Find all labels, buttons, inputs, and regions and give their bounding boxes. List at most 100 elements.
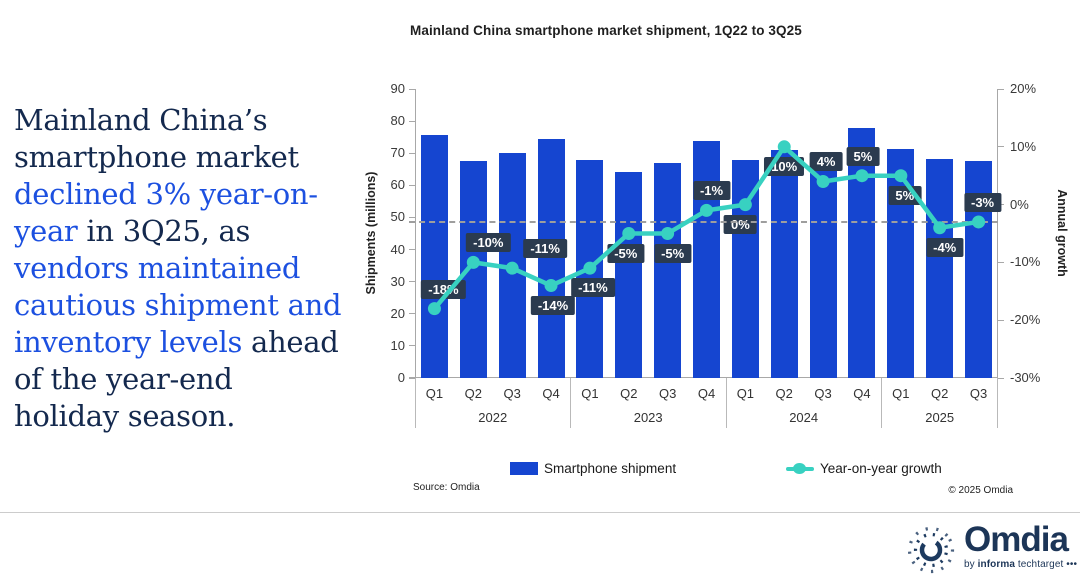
growth-point [505, 261, 519, 275]
shipment-bar [615, 171, 643, 378]
year-separator [997, 378, 998, 428]
shipment-bar [926, 158, 954, 378]
left-tick [409, 313, 415, 315]
x-quarter-label: Q2 [464, 386, 482, 401]
shipment-bar [420, 134, 448, 378]
x-quarter-label: Q1 [425, 386, 444, 401]
growth-label: -10% [466, 233, 511, 253]
x-quarter-label: Q1 [892, 386, 910, 401]
line-dot-icon [786, 462, 814, 476]
headline-segment: vendors maintained cautious shipment and… [14, 251, 342, 359]
growth-label: -3% [964, 192, 1002, 212]
year-separator [415, 378, 416, 428]
headline-segment: Mainland China’s smartphone market [14, 103, 299, 174]
growth-label: 0% [723, 214, 757, 234]
x-quarter-label: Q2 [931, 386, 949, 401]
left-tick-label: 10 [390, 337, 405, 353]
headline-segment: in 3Q25, as [77, 214, 251, 248]
left-tick [409, 281, 415, 283]
left-tick-label: 70 [390, 145, 405, 161]
left-tick-label: 40 [390, 241, 405, 257]
growth-point [466, 255, 480, 269]
omdia-rings-icon [907, 526, 955, 574]
year-separator [725, 378, 727, 428]
left-tick-label: 20 [390, 305, 405, 321]
shipment-bar [537, 138, 565, 378]
x-year-label: 2024 [789, 410, 819, 425]
legend-label: Year-on-year growth [820, 461, 942, 476]
left-axis-line [415, 89, 416, 378]
shipment-bar [459, 160, 487, 378]
growth-label: -5% [654, 243, 692, 263]
omdia-wordmark: Omdia [964, 520, 1069, 559]
growth-point [700, 203, 713, 217]
left-tick [409, 249, 415, 251]
growth-point [427, 302, 441, 316]
growth-label: 4% [809, 152, 843, 172]
legend-item-growth: Year-on-year growth [786, 461, 942, 476]
omdia-tagline: by informa techtarget ••• [964, 559, 1078, 570]
growth-label: -14% [530, 295, 576, 315]
left-tick-label: 60 [390, 177, 405, 193]
x-quarter-label: Q3 [814, 386, 832, 401]
x-quarter-label: Q1 [581, 386, 599, 401]
right-tick [998, 319, 1004, 321]
year-separator [570, 378, 572, 428]
omdia-logo: Omdia by informa techtarget ••• [904, 522, 1077, 576]
right-tick-label: 20% [1010, 81, 1037, 96]
shipment-bar [770, 150, 798, 378]
right-tick-label: -10% [1010, 254, 1041, 270]
x-year-label: 2022 [478, 410, 508, 425]
chart-title: Mainland China smartphone market shipmen… [410, 23, 802, 38]
right-tick-label: -20% [1010, 312, 1041, 328]
footer-divider [0, 512, 1080, 513]
right-tick [998, 88, 1004, 90]
x-quarter-label: Q4 [697, 386, 716, 401]
headline-text: Mainland China’s smartphone market decli… [14, 102, 346, 435]
growth-label: -4% [926, 237, 964, 257]
left-tick [409, 377, 415, 379]
growth-point [661, 227, 675, 240]
right-tick-label: 0% [1010, 196, 1029, 212]
right-tick [998, 377, 1004, 379]
left-tick-label: 30 [390, 273, 405, 289]
growth-point [777, 140, 791, 154]
growth-label: -1% [692, 181, 731, 201]
left-tick [409, 120, 415, 122]
bar-swatch-icon [510, 462, 538, 475]
source-note: Source: Omdia [413, 482, 480, 493]
left-tick-label: 0 [397, 370, 405, 385]
reference-line [409, 220, 998, 223]
x-quarter-label: Q4 [853, 386, 871, 401]
x-quarter-label: Q3 [503, 386, 521, 401]
left-tick [409, 216, 415, 218]
left-tick [409, 184, 415, 186]
growth-label: 5% [846, 146, 880, 166]
legend-label: Smartphone shipment [544, 461, 677, 476]
right-tick [998, 146, 1004, 148]
left-tick-label: 90 [390, 81, 405, 96]
shipment-bar [693, 140, 720, 378]
copyright-note: © 2025 Omdia [948, 485, 1013, 496]
left-tick-label: 50 [390, 209, 405, 225]
growth-label: -11% [523, 239, 567, 259]
growth-label: -11% [571, 278, 615, 298]
legend-item-shipment: Smartphone shipment [510, 461, 676, 476]
x-quarter-label: Q3 [658, 386, 677, 401]
x-quarter-label: Q3 [969, 386, 988, 401]
left-tick [409, 345, 415, 347]
headline-segment: declined 3% year-on-year [14, 177, 318, 248]
x-quarter-label: Q4 [542, 386, 560, 401]
shipment-bar [654, 163, 682, 378]
left-tick [409, 152, 415, 154]
growth-point [583, 261, 597, 275]
growth-point [738, 198, 752, 212]
growth-point [816, 174, 830, 188]
growth-point [972, 215, 986, 229]
right-tick-label: 10% [1010, 138, 1037, 154]
x-quarter-label: Q1 [736, 386, 755, 401]
growth-line [427, 140, 986, 316]
growth-point [855, 169, 869, 183]
right-tick [998, 261, 1004, 263]
